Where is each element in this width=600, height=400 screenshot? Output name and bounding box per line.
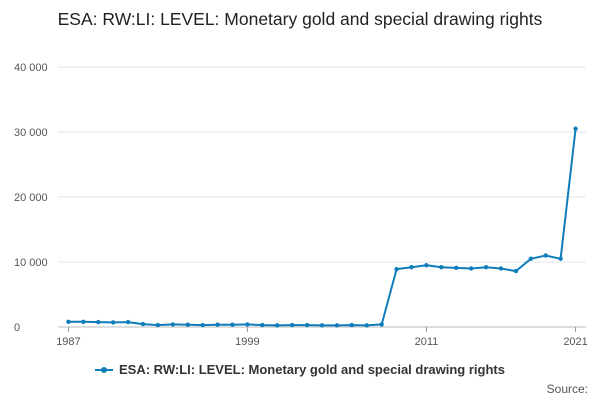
y-tick-label: 40 000 [14,62,48,74]
legend-label: ESA: RW:LI: LEVEL: Monetary gold and spe… [119,362,505,377]
series [66,126,578,328]
data-point [110,320,116,325]
data-point [245,322,250,327]
series-line [68,128,577,327]
data-point [379,322,384,327]
data-point [364,323,369,328]
data-point [66,319,71,324]
data-point [409,265,414,270]
data-point [81,319,86,324]
data-point [394,266,399,272]
data-point [424,263,429,268]
data-point [483,265,489,270]
data-point [468,266,474,271]
x-tick-label: 2011 [415,336,439,348]
data-point [498,266,504,271]
data-point [275,323,280,328]
data-point [260,322,265,328]
y-tick-label: 10 000 [14,257,48,269]
data-point [155,322,161,328]
data-point [140,321,146,327]
data-point [454,265,459,271]
data-point [96,319,101,325]
y-tick-label: 20 000 [14,192,48,204]
y-tick-label: 30 000 [14,127,48,139]
data-point [573,126,578,131]
data-point [304,322,310,328]
grid [58,66,586,328]
data-point [289,322,295,328]
data-point [528,256,534,261]
legend[interactable]: ESA: RW:LI: LEVEL: Monetary gold and spe… [0,362,600,377]
data-point [185,322,190,327]
legend-swatch [95,366,114,373]
data-point [513,268,519,274]
data-point [334,323,340,328]
data-point [558,256,563,261]
data-point [200,322,205,328]
data-point [230,322,235,327]
data-point [125,319,131,325]
x-tick-label: 1999 [235,336,259,348]
y-axis: 0 10 000 20 000 30 000 40 000 [14,62,48,334]
x-tick-label: 2021 [563,336,587,348]
x-axis: 1987 1999 2011 2021 [56,327,588,348]
data-point [439,265,444,270]
data-point [543,253,548,258]
chart-title: ESA: RW:LI: LEVEL: Monetary gold and spe… [57,9,543,29]
x-tick-label: 1987 [56,336,80,348]
data-point [215,322,220,327]
data-point [319,323,325,328]
data-point [170,322,176,327]
data-point [349,322,355,328]
y-tick-label: 0 [14,322,20,334]
source-label: Source: [546,382,588,396]
